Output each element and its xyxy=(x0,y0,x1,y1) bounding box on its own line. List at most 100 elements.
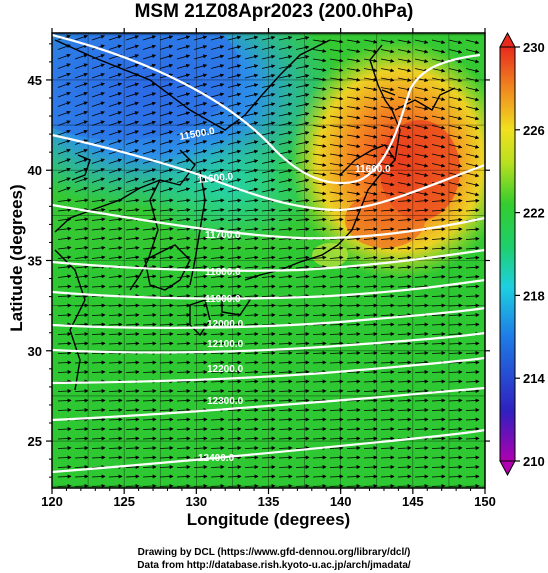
wind-arrow xyxy=(414,87,429,92)
wind-arrow xyxy=(57,313,72,318)
wind-arrow xyxy=(210,198,225,203)
wind-arrow xyxy=(363,284,378,289)
wind-arrow xyxy=(397,134,412,139)
wind-arrow xyxy=(57,294,72,299)
x-tick-label: 125 xyxy=(113,494,135,509)
wind-arrow xyxy=(278,246,293,251)
wind-arrow xyxy=(312,217,327,222)
wind-arrow xyxy=(380,163,395,168)
wind-arrow xyxy=(278,284,293,289)
wind-arrow xyxy=(414,294,429,299)
wind-arrow xyxy=(176,332,191,337)
wind-arrow xyxy=(91,398,106,403)
wind-arrow xyxy=(278,351,293,356)
wind-arrow xyxy=(91,284,106,289)
wind-arrow xyxy=(414,182,429,187)
wind-arrow xyxy=(397,198,412,203)
wind-arrow xyxy=(346,417,361,422)
wind-arrow xyxy=(176,207,191,212)
wind-arrow xyxy=(312,284,327,289)
wind-arrow xyxy=(108,168,122,174)
wind-arrow xyxy=(193,149,208,155)
wind-arrow xyxy=(465,68,480,73)
wind-arrow xyxy=(91,360,106,365)
wind-arrow xyxy=(465,465,480,470)
wind-arrow xyxy=(261,332,276,337)
wind-arrow xyxy=(448,125,463,130)
wind-arrow xyxy=(363,408,378,413)
wind-arrow xyxy=(295,389,310,394)
wind-arrow xyxy=(312,96,327,101)
wind-arrow xyxy=(346,191,361,196)
wind-arrow xyxy=(91,474,106,479)
wind-arrow xyxy=(295,102,310,107)
wind-arrow xyxy=(176,446,191,451)
wind-arrow xyxy=(261,389,276,394)
wind-arrow xyxy=(91,322,106,327)
wind-arrow xyxy=(176,379,191,384)
wind-arrow xyxy=(176,120,191,126)
wind-arrow xyxy=(176,73,191,79)
wind-arrow xyxy=(227,64,242,69)
wind-arrow xyxy=(142,446,157,451)
wind-arrow xyxy=(57,389,72,394)
wind-arrow xyxy=(278,111,293,117)
wind-arrow xyxy=(193,111,208,117)
wind-arrow xyxy=(431,77,446,83)
wind-arrow xyxy=(91,427,106,432)
wind-arrow xyxy=(176,139,191,145)
wind-arrow xyxy=(244,294,259,299)
wind-arrow xyxy=(193,379,208,384)
wind-arrow xyxy=(244,303,259,308)
wind-arrow xyxy=(193,465,208,470)
wind-arrow xyxy=(210,341,225,346)
wind-arrow xyxy=(278,417,293,422)
wind-arrow xyxy=(125,177,140,183)
wind-arrow xyxy=(159,111,174,117)
wind-arrow xyxy=(278,159,293,164)
wind-arrow xyxy=(312,172,327,177)
wind-arrow xyxy=(193,322,208,327)
wind-arrow xyxy=(346,217,361,222)
wind-arrow xyxy=(261,398,276,403)
wind-arrow xyxy=(346,360,361,365)
wind-arrow xyxy=(346,58,361,63)
wind-arrow xyxy=(74,129,88,136)
wind-arrow xyxy=(227,417,242,422)
wind-arrow xyxy=(431,474,446,479)
contour-label: 11900.0 xyxy=(205,294,241,305)
wind-arrow xyxy=(159,398,174,403)
wind-arrow xyxy=(142,360,157,365)
y-axis-label: Latitude (degrees) xyxy=(7,184,26,332)
wind-arrow xyxy=(193,217,208,222)
wind-arrow xyxy=(227,255,242,260)
wind-arrow xyxy=(261,217,276,222)
wind-arrow xyxy=(312,181,327,186)
wind-arrow xyxy=(159,92,174,98)
x-tick-label: 145 xyxy=(402,494,424,509)
wind-arrow xyxy=(465,49,480,54)
wind-arrow xyxy=(91,73,105,79)
wind-arrow xyxy=(244,246,259,251)
wind-arrow xyxy=(346,134,361,139)
wind-arrow xyxy=(380,217,395,222)
wind-arrow xyxy=(448,49,463,54)
wind-arrow xyxy=(142,465,157,470)
wind-arrow xyxy=(227,159,242,164)
wind-arrow xyxy=(414,360,429,365)
wind-arrow xyxy=(346,246,361,251)
wind-arrow xyxy=(210,389,225,394)
wind-arrow xyxy=(380,417,395,422)
wind-arrow xyxy=(414,134,429,139)
wind-arrow xyxy=(159,207,174,212)
wind-arrow xyxy=(227,474,242,479)
wind-arrow xyxy=(278,455,293,460)
wind-arrow xyxy=(108,35,122,41)
wind-arrow xyxy=(57,484,72,488)
wind-arrow xyxy=(91,187,105,193)
wind-arrow xyxy=(142,236,157,241)
wind-arrow xyxy=(261,379,276,384)
wind-arrow xyxy=(278,370,293,375)
wind-arrow xyxy=(261,455,276,460)
wind-arrow xyxy=(142,177,157,183)
